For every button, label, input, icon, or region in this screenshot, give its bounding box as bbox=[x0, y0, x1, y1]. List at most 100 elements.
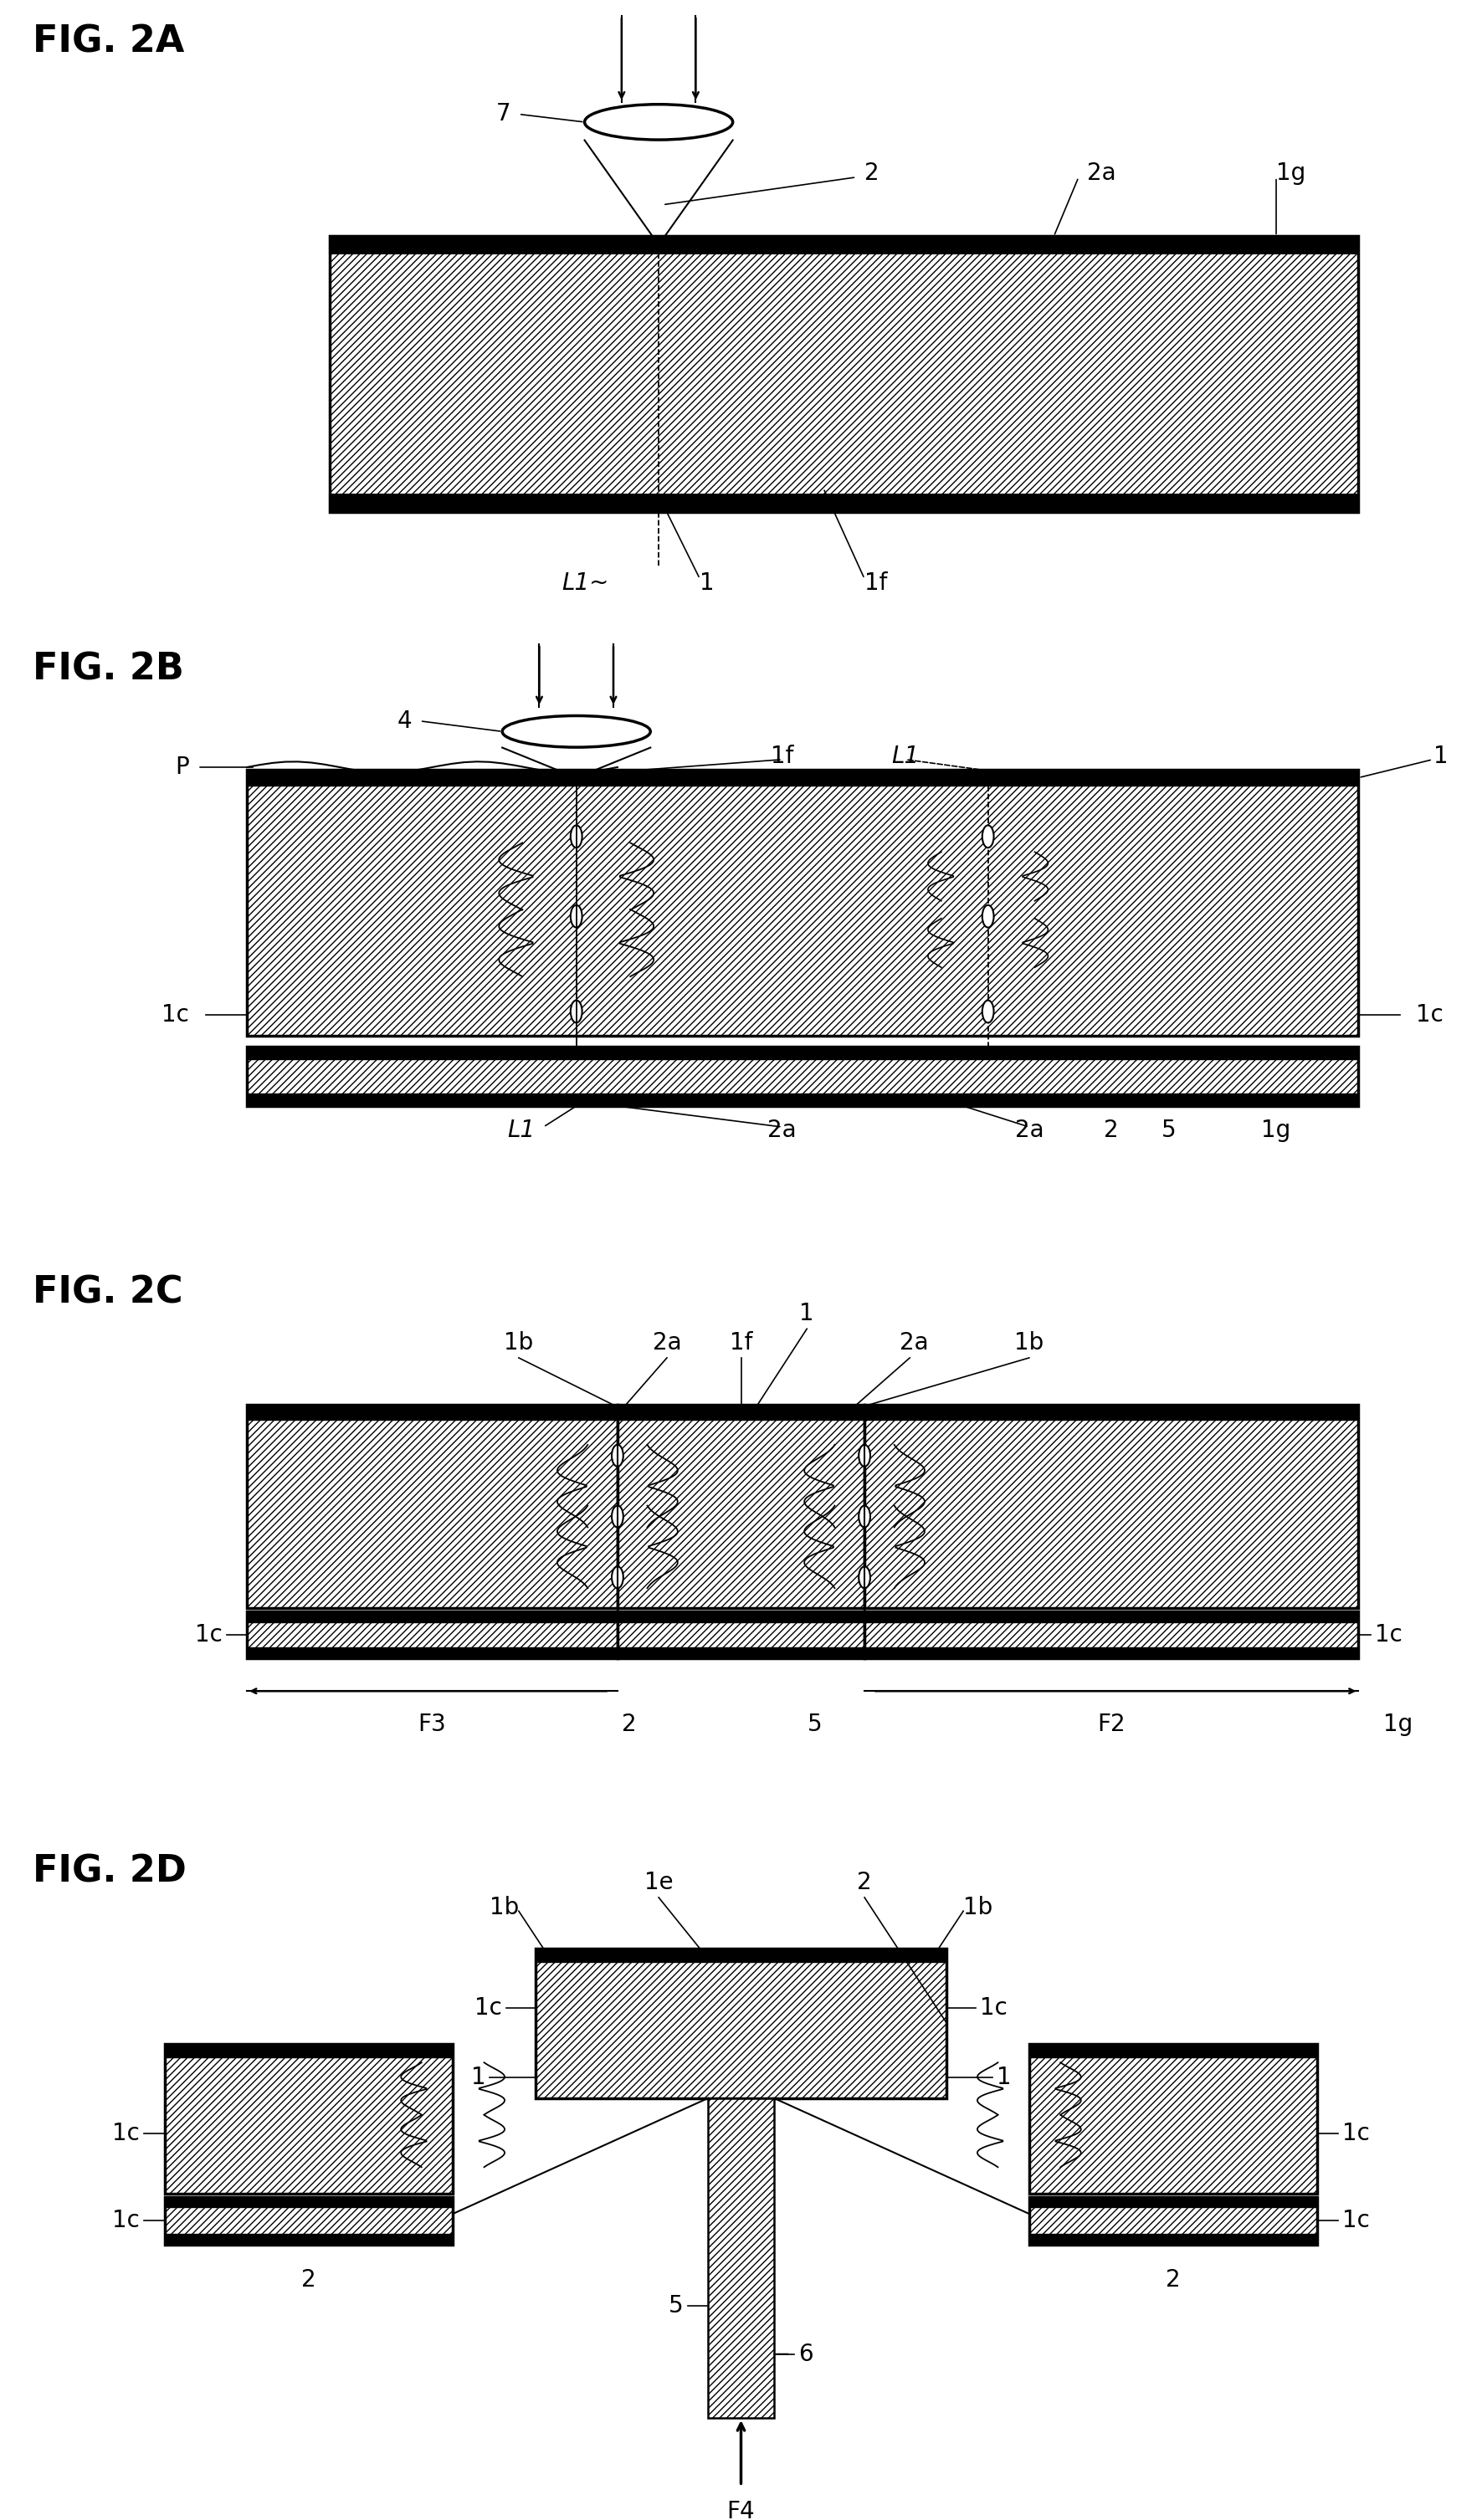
Bar bbox=[247, 1610, 618, 1623]
Bar bbox=[1029, 2235, 1317, 2245]
Bar bbox=[535, 1948, 947, 2099]
Text: L1~: L1~ bbox=[562, 572, 609, 595]
Text: 2a: 2a bbox=[1086, 161, 1116, 184]
Bar bbox=[1029, 2197, 1317, 2245]
Bar bbox=[864, 1648, 1359, 1658]
Text: F4: F4 bbox=[728, 2500, 754, 2520]
Ellipse shape bbox=[571, 827, 582, 847]
Bar bbox=[329, 494, 1359, 512]
Text: FIG. 2B: FIG. 2B bbox=[33, 650, 184, 688]
Bar bbox=[165, 2044, 453, 2056]
Ellipse shape bbox=[983, 827, 994, 847]
Ellipse shape bbox=[858, 1444, 870, 1467]
Bar bbox=[1029, 2044, 1317, 2056]
Text: 2a: 2a bbox=[768, 1119, 797, 1142]
Ellipse shape bbox=[584, 103, 732, 139]
Text: L1: L1 bbox=[892, 743, 919, 769]
Bar bbox=[618, 1610, 864, 1623]
Text: 1g: 1g bbox=[1261, 1119, 1291, 1142]
Text: 5: 5 bbox=[1162, 1119, 1177, 1142]
Text: 2: 2 bbox=[1166, 2268, 1181, 2291]
Text: 1c: 1c bbox=[162, 1003, 190, 1026]
Text: 7: 7 bbox=[495, 103, 510, 126]
Bar bbox=[247, 1406, 618, 1608]
Text: FIG. 2A: FIG. 2A bbox=[33, 23, 185, 60]
Ellipse shape bbox=[858, 1567, 870, 1588]
Bar bbox=[247, 1648, 618, 1658]
Text: 1c: 1c bbox=[980, 1996, 1008, 2021]
Text: P: P bbox=[175, 756, 190, 779]
Bar bbox=[864, 1406, 1359, 1608]
Ellipse shape bbox=[502, 716, 651, 748]
Ellipse shape bbox=[571, 1000, 582, 1023]
Text: F2: F2 bbox=[1098, 1714, 1125, 1736]
Text: 2: 2 bbox=[621, 1714, 636, 1736]
Text: 1c: 1c bbox=[474, 1996, 502, 2021]
Text: 5: 5 bbox=[808, 1714, 823, 1736]
Text: 2: 2 bbox=[864, 161, 879, 184]
Text: 4: 4 bbox=[397, 708, 412, 733]
Bar bbox=[329, 237, 1359, 255]
Ellipse shape bbox=[612, 1567, 624, 1588]
Bar bbox=[247, 771, 1359, 786]
Text: 1c: 1c bbox=[1343, 2210, 1369, 2233]
Text: 1g: 1g bbox=[1276, 161, 1306, 184]
Text: 1e: 1e bbox=[645, 1870, 673, 1895]
Text: 1: 1 bbox=[700, 572, 714, 595]
Bar bbox=[165, 2197, 453, 2245]
Bar bbox=[247, 1610, 618, 1658]
Text: 1: 1 bbox=[471, 2066, 486, 2089]
Text: 1b: 1b bbox=[963, 1895, 993, 1920]
Text: 1b: 1b bbox=[504, 1331, 534, 1353]
Bar bbox=[618, 1610, 864, 1658]
Ellipse shape bbox=[571, 905, 582, 927]
Bar bbox=[1029, 2197, 1317, 2208]
Bar bbox=[329, 237, 1359, 512]
Ellipse shape bbox=[858, 1504, 870, 1527]
Text: 2a: 2a bbox=[652, 1331, 682, 1353]
Ellipse shape bbox=[612, 1444, 624, 1467]
Bar bbox=[165, 2235, 453, 2245]
Bar bbox=[165, 2044, 453, 2192]
Text: 1c: 1c bbox=[1343, 2122, 1369, 2145]
Text: 1c: 1c bbox=[1375, 1623, 1402, 1646]
Text: 5: 5 bbox=[668, 2293, 683, 2318]
Text: 1: 1 bbox=[799, 1303, 814, 1326]
Text: 2: 2 bbox=[301, 2268, 316, 2291]
Text: L1: L1 bbox=[507, 1119, 535, 1142]
Bar bbox=[618, 1406, 864, 1419]
Text: 1g: 1g bbox=[1383, 1714, 1412, 1736]
Text: 1c: 1c bbox=[113, 2122, 139, 2145]
Bar bbox=[864, 1610, 1359, 1658]
Text: 1: 1 bbox=[996, 2066, 1011, 2089]
Bar bbox=[247, 1406, 618, 1419]
Bar bbox=[165, 2197, 453, 2208]
Text: 1c: 1c bbox=[113, 2210, 139, 2233]
Bar bbox=[247, 771, 1359, 1036]
Bar bbox=[864, 1610, 1359, 1623]
Bar bbox=[618, 1648, 864, 1658]
Bar bbox=[1029, 2044, 1317, 2192]
Bar bbox=[708, 2099, 774, 2419]
Text: 1c: 1c bbox=[1417, 1003, 1443, 1026]
Ellipse shape bbox=[612, 1504, 624, 1527]
Text: 1f: 1f bbox=[729, 1331, 753, 1353]
Text: 1b: 1b bbox=[1014, 1331, 1043, 1353]
Ellipse shape bbox=[983, 1000, 994, 1023]
Ellipse shape bbox=[983, 905, 994, 927]
Bar bbox=[864, 1406, 1359, 1419]
Text: 1b: 1b bbox=[489, 1895, 519, 1920]
Text: F3: F3 bbox=[418, 1714, 446, 1736]
Text: 1f: 1f bbox=[771, 743, 794, 769]
Text: 2a: 2a bbox=[1015, 1119, 1043, 1142]
Text: 1c: 1c bbox=[194, 1623, 222, 1646]
Text: 1: 1 bbox=[1433, 743, 1448, 769]
Text: 2a: 2a bbox=[900, 1331, 928, 1353]
Bar bbox=[535, 1948, 947, 1963]
Bar bbox=[247, 1046, 1359, 1106]
Bar bbox=[618, 1406, 864, 1608]
Text: FIG. 2C: FIG. 2C bbox=[33, 1275, 184, 1310]
Bar bbox=[247, 1094, 1359, 1106]
Text: 1f: 1f bbox=[864, 572, 888, 595]
Text: 2: 2 bbox=[857, 1870, 871, 1895]
